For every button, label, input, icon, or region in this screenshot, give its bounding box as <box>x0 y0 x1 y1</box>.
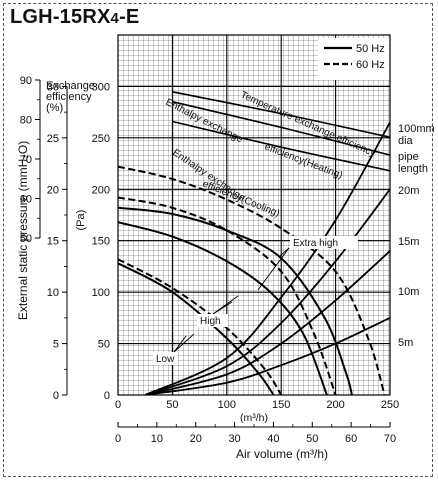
secondary-x-tick-label: 10 <box>151 433 163 445</box>
y-eff-tick-label: 90 <box>20 75 32 87</box>
y-eff-axis-label-line: Exchange <box>46 80 95 92</box>
y-mm-tick-label: 20 <box>47 184 59 196</box>
annotation-high: High <box>200 316 221 327</box>
y-mm-tick-label: 25 <box>47 133 59 145</box>
secondary-x-tick-label: 60 <box>345 433 357 445</box>
leader-high-2 <box>212 295 239 315</box>
plot-area <box>117 34 391 396</box>
annotation-high-bg <box>197 314 228 327</box>
fan-curve <box>118 165 386 395</box>
chart-title: LGH-15RX4-E <box>10 6 139 29</box>
legend-panel <box>318 38 389 80</box>
x-axis-unit: (m³/h) <box>240 412 268 424</box>
curves <box>118 91 390 395</box>
y-mm-tick-label: 10 <box>47 287 59 299</box>
pipe-length-label: 15m <box>398 236 419 248</box>
dashed-frame <box>3 3 433 477</box>
fan-curve <box>118 258 283 395</box>
pipe-label-line: length <box>398 163 428 175</box>
secondary-x-tick-label: 70 <box>384 433 396 445</box>
secondary-x-tick-label: 40 <box>267 433 279 445</box>
leader-low-1 <box>173 335 187 353</box>
legend-label: 60 Hz <box>356 59 385 71</box>
y-pa-axis-label: (Pa) <box>75 210 87 231</box>
y-eff-axis-label-line: (%) <box>46 102 63 114</box>
title-sub: 4 <box>110 10 120 27</box>
secondary-x-tick-label: 50 <box>306 433 318 445</box>
y-pa-tick-label: 300 <box>92 81 110 93</box>
y-mm-axis-label: External static pressure (mmH₂O) <box>16 141 30 320</box>
fan-curve <box>118 196 337 395</box>
fan-curve <box>118 262 275 395</box>
y-pa-tick-label: 150 <box>92 236 110 248</box>
pipe-label-line: pipe <box>398 151 419 163</box>
grid-fine <box>118 35 390 395</box>
y-pa-tick-label: 0 <box>104 390 110 402</box>
secondary-x-tick-label: 20 <box>190 433 202 445</box>
x-tick-label: 50 <box>166 399 178 411</box>
fan-curve <box>118 221 328 395</box>
y-pa-tick-label: 200 <box>92 184 110 196</box>
pipe-length-label: 20m <box>398 185 419 197</box>
pipe-label-line: dia <box>398 135 414 147</box>
axes-layer: 0 50 100 150 200 250(m³/h)0 10 20 30 40 50 60 70Air … <box>16 75 399 461</box>
x-tick-label: 150 <box>272 399 290 411</box>
x-tick-label: 250 <box>381 399 399 411</box>
pipe-label-line: 100mm <box>398 123 435 135</box>
y-pa-tick-label: 50 <box>98 339 110 351</box>
title-main: LGH-15RX <box>10 6 111 28</box>
annotation-extra-high-bg <box>290 236 358 249</box>
y-eff-tick-label: 50 <box>20 233 32 245</box>
resistance-curve <box>144 250 390 395</box>
annotation-low-bg <box>153 352 178 365</box>
y-eff-tick-label: 70 <box>20 154 32 166</box>
y-pa-tick-label: 100 <box>92 287 110 299</box>
y-mm-tick-label: 30 <box>47 81 59 93</box>
annotation-extra-high: Extra high <box>293 238 338 249</box>
y-mm-tick-label: 15 <box>47 236 59 248</box>
y-eff-axis-label-line: efficiency <box>46 91 92 103</box>
y-pa-tick-label: 250 <box>92 133 110 145</box>
efficiency-curve <box>172 91 390 139</box>
secondary-x-tick-label: 0 <box>115 433 121 445</box>
plot-border <box>117 34 391 396</box>
legend-label: 50 Hz <box>356 43 385 55</box>
efficiency-curve <box>172 120 390 172</box>
pipe-length-label: 10m <box>398 286 419 298</box>
efficiency-curve <box>172 100 390 156</box>
x-tick-label: 100 <box>218 399 236 411</box>
resistance-curve <box>144 121 390 395</box>
x-tick-label: 0 <box>115 399 121 411</box>
y-eff-tick-label: 80 <box>20 115 32 127</box>
resistance-curve <box>145 317 390 395</box>
pipe-length-label: 5m <box>398 337 413 349</box>
y-mm-tick-label: 0 <box>53 390 59 402</box>
leader-low-2 <box>173 333 195 353</box>
secondary-x-axis-label: Air volume (m³/h) <box>236 447 328 461</box>
annotation-low: Low <box>156 354 175 365</box>
x-tick-label: 200 <box>326 399 344 411</box>
y-mm-tick-label: 5 <box>53 339 59 351</box>
y-eff-tick-label: 60 <box>20 194 32 206</box>
y-eff-axis-label: Exchange efficiency (%) <box>46 80 95 114</box>
title-suffix: -E <box>119 6 140 28</box>
secondary-x-tick-label: 30 <box>228 433 240 445</box>
leader-extra-high-2 <box>279 247 290 257</box>
leader-extra-high-1 <box>257 247 290 291</box>
